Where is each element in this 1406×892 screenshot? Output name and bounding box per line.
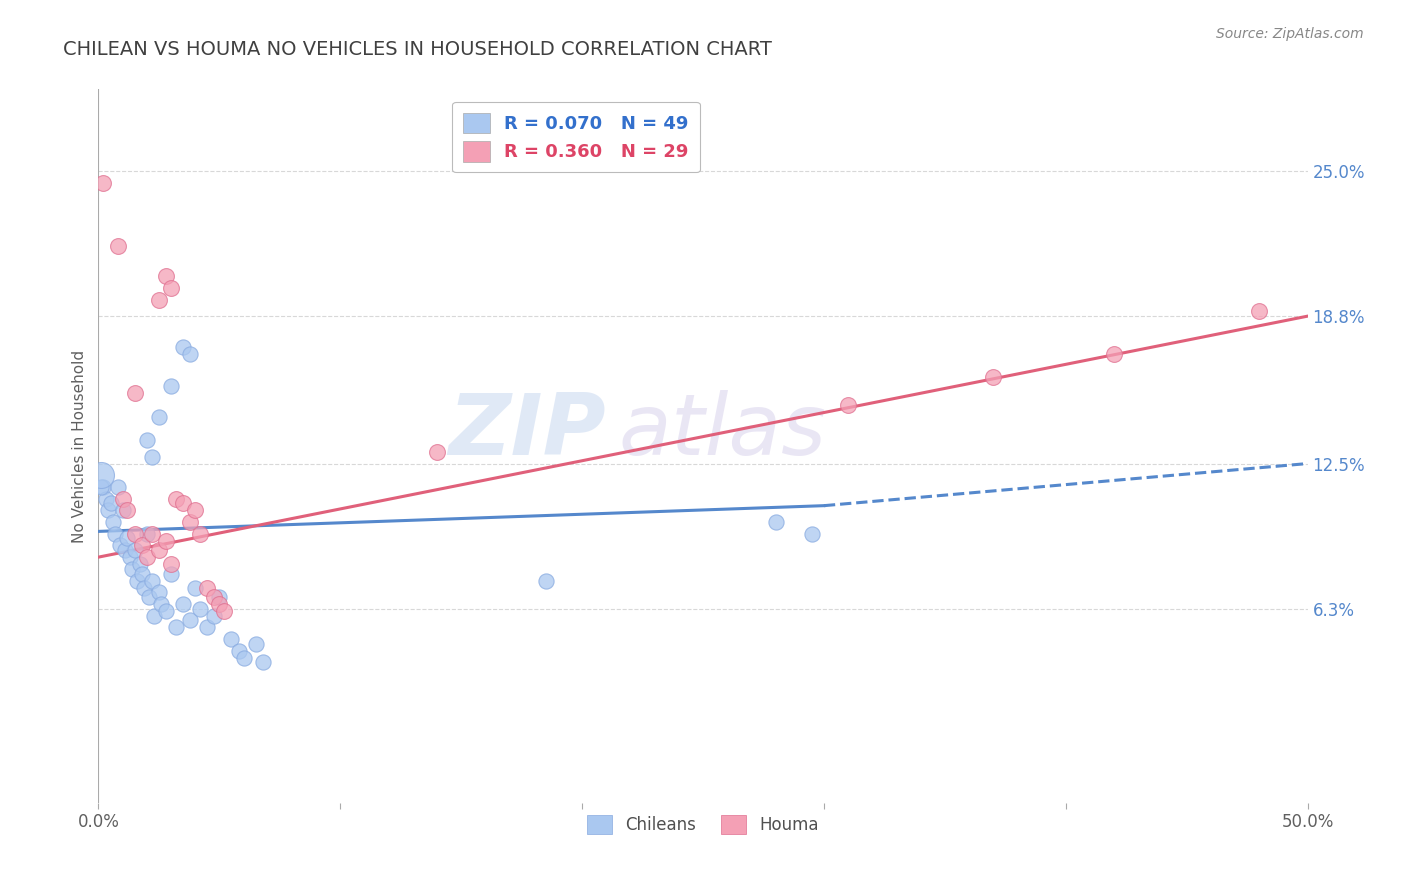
Point [148,585,170,599]
Point [138,590,160,604]
Point [131,538,153,552]
Point [184,581,207,595]
Point [128,557,150,571]
Point [124,543,146,558]
Point [1102,346,1125,360]
Text: CHILEAN VS HOUMA NO VEHICLES IN HOUSEHOLD CORRELATION CHART: CHILEAN VS HOUMA NO VEHICLES IN HOUSEHOL… [63,40,772,59]
Point [188,526,211,541]
Point [160,281,183,295]
Point [534,574,557,588]
Point [118,550,141,565]
Point [108,538,131,552]
Point [426,445,449,459]
Point [97,503,120,517]
Point [100,496,122,510]
Text: atlas: atlas [619,390,827,474]
Point [1249,304,1271,318]
Point [107,480,129,494]
Point [172,340,194,354]
Point [800,526,823,541]
Point [204,608,226,623]
Point [121,562,143,576]
Point [195,620,218,634]
Point [141,450,163,464]
Point [155,533,177,548]
Point [837,398,859,412]
Point [117,503,139,517]
Text: Source: ZipAtlas.com: Source: ZipAtlas.com [1216,27,1364,41]
Y-axis label: No Vehicles in Household: No Vehicles in Household [72,350,87,542]
Point [127,574,149,588]
Point [195,581,218,595]
Point [179,613,201,627]
Point [124,526,146,541]
Point [172,597,194,611]
Point [117,532,139,546]
Point [101,515,124,529]
Point [91,480,114,494]
Point [155,269,177,284]
Point [134,581,156,595]
Point [141,526,163,541]
Point [165,491,187,506]
Point [135,526,157,541]
Point [143,608,166,623]
Point [172,496,194,510]
Point [148,409,170,424]
Point [245,637,267,651]
Point [208,590,231,604]
Point [131,566,153,581]
Point [114,543,136,558]
Point [135,433,157,447]
Point [135,550,157,565]
Point [232,650,254,665]
Point [107,239,129,253]
Point [204,590,226,604]
Point [150,597,173,611]
Point [221,632,243,646]
Point [111,491,134,506]
Point [160,557,183,571]
Point [160,379,183,393]
Point [208,597,231,611]
Point [104,526,127,541]
Point [111,503,134,517]
Point [228,644,250,658]
Point [160,566,183,581]
Point [165,620,187,634]
Point [981,370,1004,384]
Point [179,346,201,360]
Text: ZIP: ZIP [449,390,606,474]
Point [90,468,112,483]
Point [188,601,211,615]
Point [91,176,114,190]
Point [94,491,117,506]
Point [155,604,177,618]
Point [184,503,207,517]
Point [148,543,170,558]
Point [252,656,274,670]
Legend: Chileans, Houma: Chileans, Houma [581,808,825,841]
Point [148,293,170,307]
Point [141,574,163,588]
Point [179,515,201,529]
Point [90,480,112,494]
Point [124,386,146,401]
Point [212,604,235,618]
Point [765,515,787,529]
